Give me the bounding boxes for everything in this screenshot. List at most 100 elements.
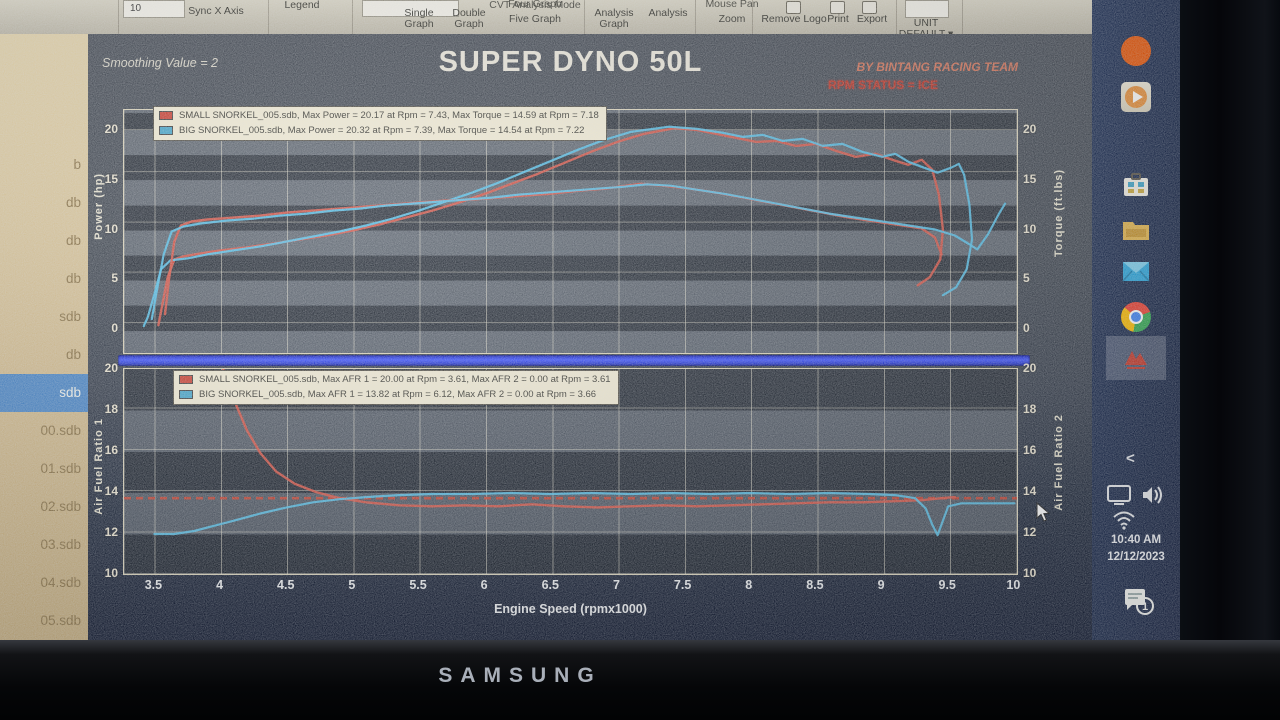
byline-label: BY BINTANG RACING TEAM [856, 60, 1018, 74]
export-button[interactable]: Export [856, 13, 888, 25]
notification-icon[interactable]: 1 [1121, 586, 1155, 616]
legend-swatch [179, 390, 193, 399]
x-axis-tick: 9.5 [938, 578, 956, 592]
y-axis-tick: 20 [104, 121, 118, 136]
mail-icon[interactable] [1121, 256, 1151, 286]
clock-date: 12/12/2023 [1107, 551, 1165, 563]
file-item[interactable]: sdb [0, 374, 88, 412]
file-item[interactable]: 05.sdb [40, 613, 81, 628]
double-graph-button[interactable]: Double Graph [452, 7, 486, 30]
y-axis-tick: 15 [1023, 171, 1037, 186]
file-item[interactable]: 04.sdb [40, 575, 81, 590]
legend-button[interactable]: Legend [284, 0, 320, 11]
x-axis-tick: 7.5 [673, 578, 692, 592]
clock-time: 10:40 AM [1110, 534, 1162, 546]
rpm-status-label: RPM STATUS = ICE [828, 78, 938, 92]
file-item[interactable]: db [65, 195, 81, 210]
horizontal-scrollbar[interactable] [118, 355, 1030, 366]
notification-badge: 1 [1142, 601, 1148, 613]
zoom-button[interactable]: Zoom [718, 13, 746, 25]
afr-chart: Air Fuel Ratio 1 Air Fuel Ratio 2 SMALL … [93, 361, 1065, 616]
y-axis-tick: 0 [111, 321, 118, 336]
file-item[interactable]: sdb [59, 309, 81, 324]
unit-default-dropdown[interactable]: UNIT DEFAULT ▾ [898, 17, 954, 35]
four-graph-button[interactable]: Four Graph [508, 0, 562, 10]
remove-logo-button[interactable]: Remove Logo [761, 13, 827, 25]
afr1-axis-label: Air Fuel Ratio 1 [93, 418, 105, 515]
legend-swatch [159, 126, 173, 135]
x-axis-tick: 4 [216, 578, 224, 592]
y-axis-tick: 20 [104, 361, 118, 375]
single-graph-button[interactable]: Single Graph [404, 7, 434, 30]
monitor-screen: 10 Sync X Axis Legend CVT Analysis Mode … [0, 0, 1180, 640]
x-axis-tick: 4.5 [277, 578, 295, 592]
power-torque-plot-area[interactable] [123, 109, 1018, 354]
power-chart-legend: SMALL SNORKEL_005.sdb, Max Power = 20.17… [153, 106, 607, 141]
analysis-graph-button[interactable]: Analysis Graph [594, 7, 634, 30]
mouse-cursor [1036, 502, 1051, 522]
monitor-bezel [0, 640, 1280, 720]
y-axis-tick: 12 [1023, 525, 1037, 539]
x-axis-tick: 8 [745, 578, 753, 592]
legend-text: SMALL SNORKEL_005.sdb, Max AFR 1 = 20.00… [199, 374, 611, 385]
x-axis-tick: 5 [348, 578, 356, 592]
store-icon[interactable] [1121, 170, 1151, 200]
afr2-axis-label: Air Fuel Ratio 2 [1053, 414, 1065, 511]
small-snorkel-power-curve [157, 127, 945, 327]
file-item[interactable]: 01.sdb [40, 461, 81, 476]
mouse-pan-button[interactable]: Mouse Pan [705, 0, 759, 10]
y-axis-tick: 16 [1023, 443, 1037, 457]
file-item[interactable]: db [65, 347, 81, 362]
unit-box[interactable] [905, 0, 949, 18]
y-axis-tick: 14 [1023, 484, 1037, 498]
five-graph-button[interactable]: Five Graph [509, 13, 561, 25]
big-snorkel-torque-curve [150, 183, 1007, 321]
file-item[interactable]: db [65, 271, 81, 286]
file-item[interactable]: 02.sdb [40, 499, 81, 514]
y-axis-tick: 12 [104, 525, 118, 539]
y-axis-tick: 16 [104, 443, 118, 457]
display-tray-icon[interactable] [1106, 484, 1132, 506]
file-item[interactable]: 00.sdb [40, 423, 81, 438]
x-axis-tick: 6.5 [541, 578, 559, 592]
y-axis-tick: 14 [104, 484, 118, 498]
y-axis-tick: 5 [111, 271, 118, 286]
file-list: b db db db sdb db sdb 00.sdb 01.sdb 02.sdb 03.sdb 0… [0, 146, 88, 640]
smoothing-value: 10 [130, 3, 142, 14]
small-snorkel-torque-curve [163, 182, 943, 316]
legend-row: SMALL SNORKEL_005.sdb, Max AFR 1 = 20.00… [179, 372, 611, 387]
firefox-icon[interactable] [1121, 36, 1151, 66]
x-axis-tick: 8.5 [806, 578, 824, 592]
engine-speed-axis-label: Engine Speed (rpmx1000) [494, 602, 647, 616]
wifi-icon[interactable] [1112, 510, 1136, 530]
file-item[interactable]: 03.sdb [40, 537, 81, 552]
torque-axis-label: Torque (ft.lbs) [1053, 169, 1065, 258]
dyno-app: Smoothing Value = 2 SUPER DYNO 50L BY BI… [88, 34, 1092, 640]
afr-chart-legend: SMALL SNORKEL_005.sdb, Max AFR 1 = 20.00… [173, 370, 619, 405]
file-item[interactable]: db [65, 233, 81, 248]
power-torque-chart: Power (hp) Torque (ft.lbs) SMALL SNORKEL… [93, 106, 1065, 354]
photo-background [1180, 0, 1280, 720]
y-axis-tick: 10 [1023, 221, 1037, 236]
legend-swatch [159, 111, 173, 120]
show-hidden-icons-chevron[interactable]: < [1126, 450, 1135, 467]
print-button[interactable]: Print [827, 13, 849, 25]
chrome-icon[interactable] [1121, 302, 1151, 332]
samsung-logo: SAMSUNG [438, 664, 602, 687]
sync-x-axis-button[interactable]: Sync X Axis [188, 5, 244, 17]
smoothing-value-box[interactable]: 10 [123, 0, 185, 18]
taskbar-clock[interactable]: 10:40 AM 12/12/2023 [1092, 532, 1180, 566]
legend-text: BIG SNORKEL_005.sdb, Max Power = 20.32 a… [179, 125, 585, 136]
y-axis-tick: 10 [104, 566, 118, 580]
analysis-button[interactable]: Analysis [648, 7, 688, 19]
file-item[interactable]: b [73, 157, 81, 172]
media-player-icon[interactable] [1121, 82, 1151, 112]
speaker-icon[interactable] [1140, 484, 1166, 506]
legend-swatch [179, 375, 193, 384]
dyno-app-icon[interactable] [1121, 343, 1151, 373]
legend-row: BIG SNORKEL_005.sdb, Max AFR 1 = 13.82 a… [179, 387, 611, 402]
y-axis-tick: 18 [104, 402, 118, 416]
y-axis-tick: 20 [1023, 121, 1037, 136]
folder-icon[interactable] [1121, 215, 1151, 245]
